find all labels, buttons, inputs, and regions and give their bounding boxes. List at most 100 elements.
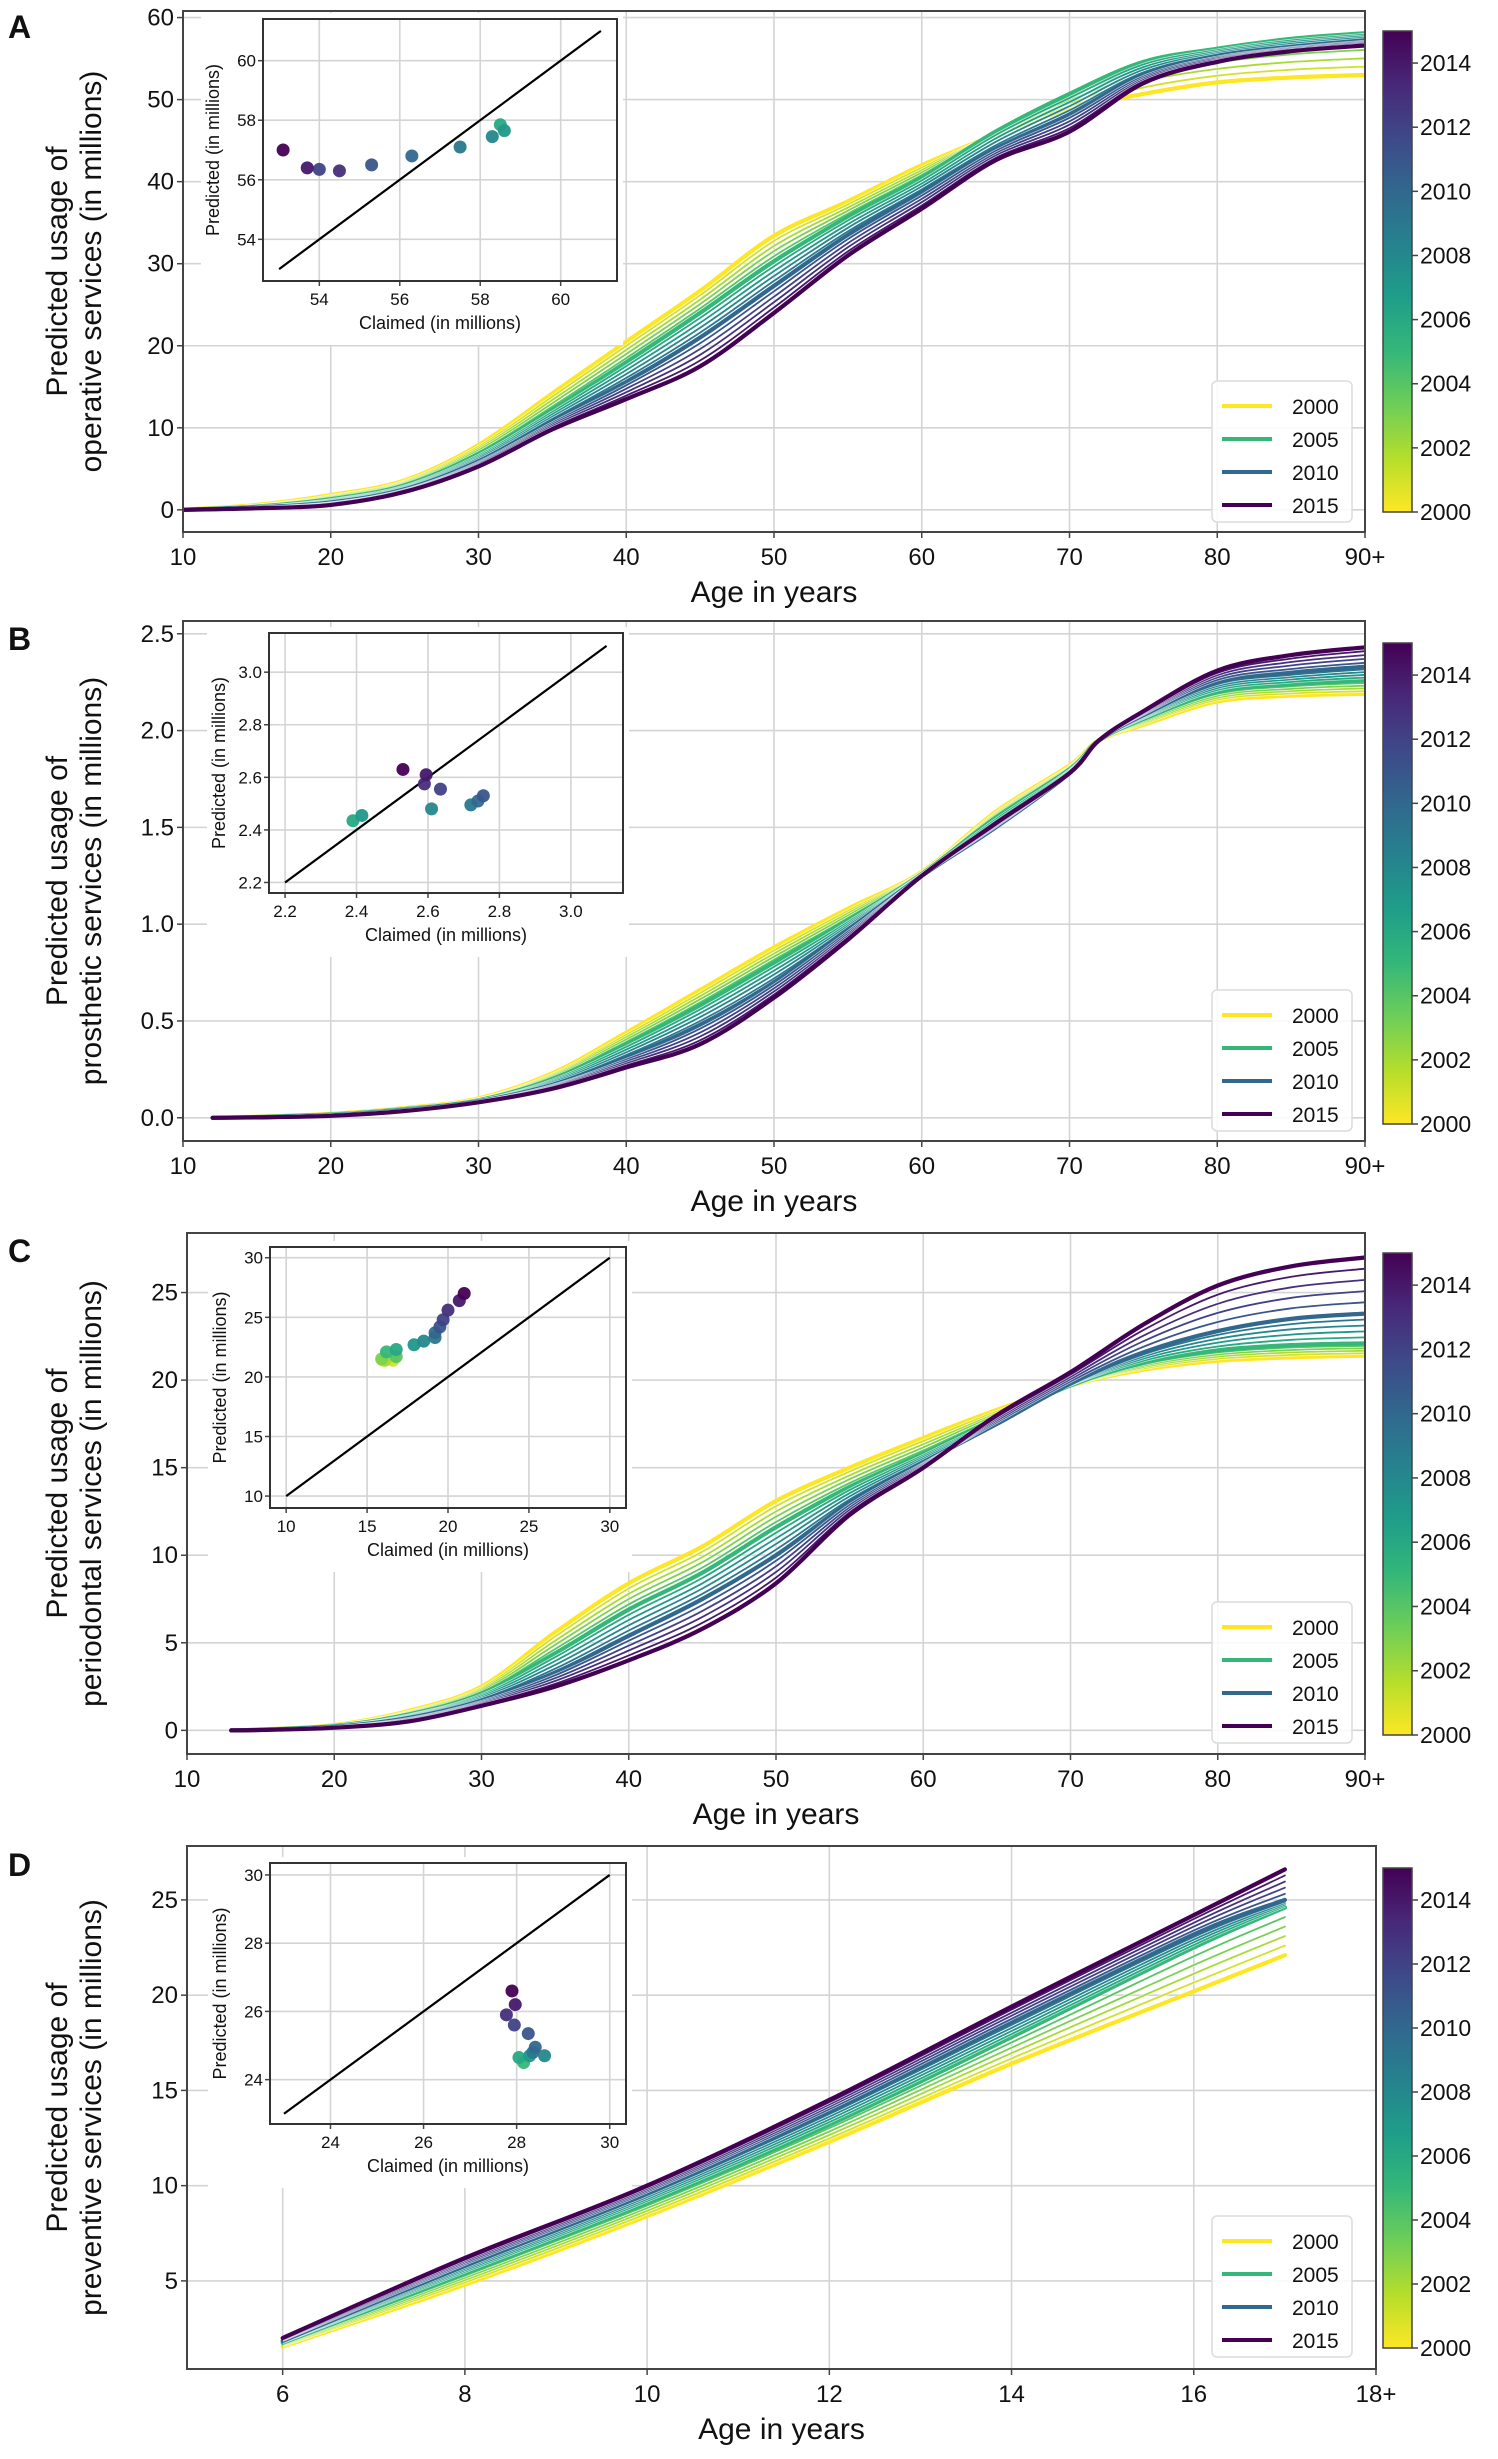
series-line-2003 <box>281 1925 1286 2346</box>
x-tick-label: 12 <box>816 2381 843 2408</box>
inset-y-tick-label: 28 <box>244 1934 263 1953</box>
colorbar-tick-label: 2014 <box>1420 662 1471 688</box>
inset-x-tick-label: 58 <box>471 290 490 309</box>
inset-point-2008 <box>485 130 499 144</box>
colorbar-tick-label: 2006 <box>1420 1529 1471 1555</box>
y-tick-label: 10 <box>151 1542 178 1569</box>
y-tick-label: 25 <box>151 1280 178 1307</box>
inset-y-tick-label: 10 <box>244 1487 263 1506</box>
x-tick-label: 8 <box>458 2381 471 2408</box>
panel-b: B 10 20 30 40 50 60 70 80 90+ 0.0 0.5 1.0 1.5 2.0 2.5 Ag… <box>8 620 1471 1218</box>
inset-y-tick-label: 15 <box>244 1427 263 1446</box>
inset-point-2013 <box>499 2008 513 2022</box>
y-tick-label: 15 <box>151 2077 178 2104</box>
colorbar-tick-label: 2008 <box>1420 1465 1471 1491</box>
legend-label: 2015 <box>1292 1716 1339 1739</box>
x-axis-label: Age in years <box>691 576 858 609</box>
colorbar-tick-label: 2004 <box>1420 1593 1471 1619</box>
x-tick-label: 90+ <box>1345 1766 1386 1793</box>
inset-x-tick-label: 20 <box>439 1517 458 1536</box>
y-tick-label: 2.5 <box>141 621 174 648</box>
inset-point-2008 <box>425 802 439 816</box>
legend-label: 2005 <box>1292 429 1339 452</box>
legend-label: 2000 <box>1292 396 1339 419</box>
inset-frame <box>268 632 624 894</box>
colorbar-tick-label: 2000 <box>1420 1722 1471 1748</box>
colorbar-tick-label: 2014 <box>1420 50 1471 76</box>
inset-x-tick-label: 26 <box>414 2133 433 2152</box>
y-axis-label: Predicted usage ofpreventive services (i… <box>41 1899 108 2316</box>
y-tick-label: 30 <box>147 251 174 278</box>
legend: 2000 2005 2010 2015 <box>1211 2215 1353 2358</box>
colorbar-tick-label: 2006 <box>1420 2143 1471 2169</box>
panel-letter: C <box>8 1233 31 1269</box>
inset-point-2012 <box>312 162 326 176</box>
inset-point-2014 <box>300 161 314 175</box>
inset-point-2013 <box>441 1303 455 1317</box>
inset-identity-line <box>283 1874 611 2115</box>
series-lines <box>280 1867 1287 2349</box>
y-tick-label: 0.0 <box>141 1105 174 1132</box>
inset-x-tick-label: 2.8 <box>488 902 512 921</box>
inset-y-tick-label: 2.4 <box>238 821 262 840</box>
inset-point-2015 <box>505 1984 519 1998</box>
legend-label: 2010 <box>1292 1071 1339 1094</box>
x-tick-label: 10 <box>174 1766 201 1793</box>
inset-y-tick-label: 25 <box>244 1308 263 1327</box>
y-tick-label: 20 <box>151 1367 178 1394</box>
colorbar-tick-label: 2014 <box>1420 1272 1471 1298</box>
colorbar-tick-label: 2000 <box>1420 2335 1471 2361</box>
y-axis-label-line1: Predicted usage of <box>41 146 74 397</box>
x-tick-label: 70 <box>1057 1766 1084 1793</box>
y-tick-label: 5 <box>165 2268 178 2295</box>
inset-x-tick-label: 30 <box>600 1517 619 1536</box>
colorbar-tick-label: 2002 <box>1420 1047 1471 1073</box>
series-line-2001 <box>281 1944 1286 2347</box>
inset-x-tick-label: 25 <box>519 1517 538 1536</box>
series-line-2015 <box>210 645 1365 1120</box>
legend-box <box>1211 989 1353 1132</box>
inset-frame <box>269 1246 627 1509</box>
colorbar-tick-label: 2008 <box>1420 242 1471 268</box>
x-tick-label: 80 <box>1204 1766 1231 1793</box>
y-axis-label-line1: Predicted usage of <box>41 1982 74 2233</box>
inset-y-tick-label: 58 <box>237 111 256 130</box>
x-tick-label: 60 <box>908 1153 935 1180</box>
x-tick-label: 10 <box>170 544 197 571</box>
inset-y-tick-label: 2.2 <box>238 873 262 892</box>
x-tick-label: 40 <box>613 1153 640 1180</box>
x-tick-label: 20 <box>317 1153 344 1180</box>
y-tick-label: 10 <box>147 415 174 442</box>
inset-point-2014 <box>508 1998 522 2012</box>
inset-point-2006 <box>389 1342 403 1356</box>
panel-letter: B <box>8 621 31 657</box>
inset-x-tick-label: 2.2 <box>273 902 297 921</box>
legend-box <box>1211 1601 1353 1744</box>
plot-frame <box>182 10 1366 533</box>
x-tick-label: 20 <box>317 544 344 571</box>
series-line-2015 <box>229 1255 1365 1733</box>
inset-y-tick-label: 24 <box>244 2071 263 2090</box>
colorbar-tick-label: 2006 <box>1420 307 1471 333</box>
colorbar-bar <box>1382 1252 1413 1736</box>
x-tick-label: 90+ <box>1345 544 1386 571</box>
legend-label: 2000 <box>1292 2231 1339 2254</box>
y-tick-label: 50 <box>147 87 174 114</box>
y-axis-label-line2: prosthetic services (in millions) <box>75 677 108 1085</box>
y-axis-label-line1: Predicted usage of <box>41 755 74 1006</box>
x-axis-label: Age in years <box>691 1185 858 1218</box>
inset-point-2015 <box>276 143 290 157</box>
inset-y-tick-label: 56 <box>237 171 256 190</box>
colorbar-tick-label: 2010 <box>1420 178 1471 204</box>
x-tick-label: 16 <box>1180 2381 1207 2408</box>
colorbar-tick-label: 2002 <box>1420 435 1471 461</box>
inset-identity-line <box>285 1256 611 1497</box>
inset-point-2010 <box>528 2040 542 2054</box>
y-tick-label: 0 <box>161 497 174 524</box>
x-tick-label: 20 <box>321 1766 348 1793</box>
inset-point-2011 <box>521 2027 535 2041</box>
x-axis-label: Age in years <box>693 1798 860 1831</box>
inset-point-2006 <box>512 2050 526 2064</box>
inset-y-tick-label: 20 <box>244 1368 263 1387</box>
